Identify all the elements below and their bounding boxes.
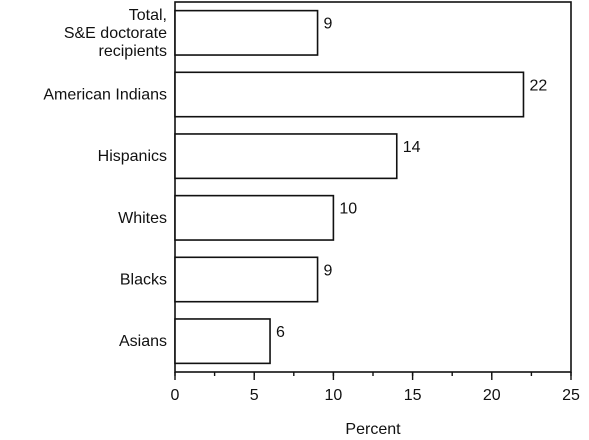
bar bbox=[174, 256, 319, 303]
bar bbox=[174, 194, 335, 241]
category-label: Asians bbox=[119, 333, 167, 350]
data-label: 22 bbox=[529, 77, 547, 94]
bar bbox=[174, 71, 525, 118]
x-tick-label: 15 bbox=[404, 387, 422, 404]
category-label: Whites bbox=[118, 210, 167, 227]
category-label: recipients bbox=[99, 43, 167, 60]
x-tick-label: 25 bbox=[562, 387, 580, 404]
x-tick-label: 10 bbox=[325, 387, 343, 404]
ticks-layer bbox=[174, 372, 572, 380]
x-tick-label: 0 bbox=[171, 387, 180, 404]
x-tick-label: 20 bbox=[483, 387, 501, 404]
data-label: 9 bbox=[324, 262, 333, 279]
data-label: 9 bbox=[324, 16, 333, 33]
category-label: Blacks bbox=[120, 272, 167, 289]
bar bbox=[174, 133, 398, 180]
category-label: Hispanics bbox=[98, 148, 167, 165]
data-label: 14 bbox=[403, 139, 421, 156]
plot-frame bbox=[174, 1, 572, 373]
bar bbox=[174, 318, 271, 365]
category-label: American Indians bbox=[43, 87, 167, 104]
data-label: 10 bbox=[339, 201, 357, 218]
category-label: Total, bbox=[129, 7, 167, 24]
bar bbox=[174, 9, 319, 56]
x-axis-title: Percent bbox=[345, 421, 401, 438]
category-label: S&E doctorate bbox=[64, 25, 167, 42]
data-label: 6 bbox=[276, 324, 285, 341]
x-tick-label: 5 bbox=[250, 387, 259, 404]
bars-layer bbox=[174, 9, 525, 365]
